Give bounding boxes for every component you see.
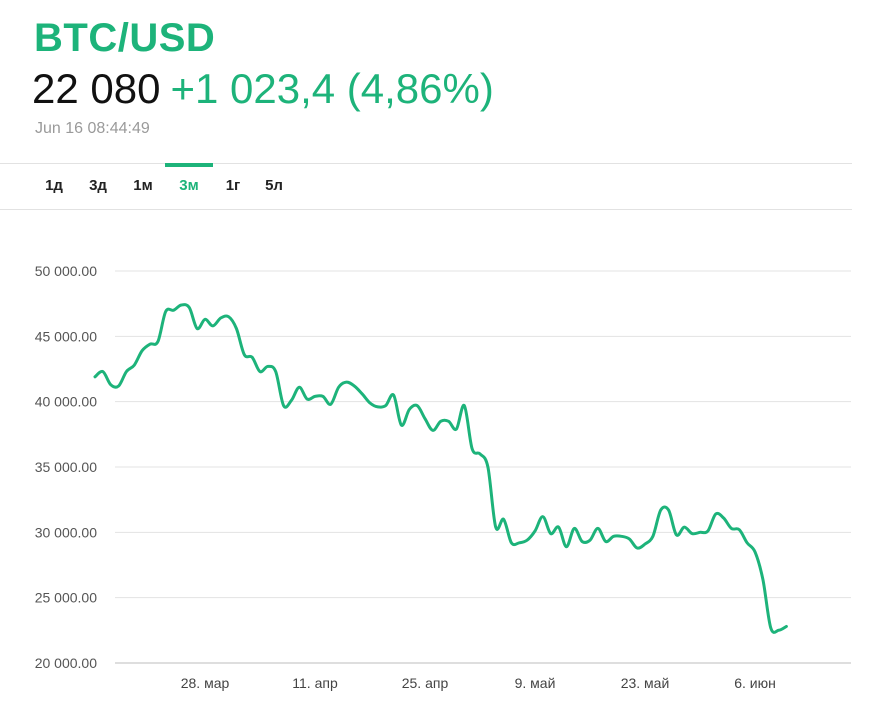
y-tick-label: 45 000.00 (35, 328, 97, 344)
y-tick-label: 30 000.00 (35, 524, 97, 540)
price-series-line (93, 303, 788, 634)
y-tick-label: 35 000.00 (35, 459, 97, 475)
x-tick-label: 23. май (621, 675, 670, 691)
x-tick-label: 6. июн (734, 675, 776, 691)
tab-1y[interactable]: 1г (225, 177, 241, 194)
price-row: 22 080 +1 023,4 (4,86%) (32, 64, 494, 114)
x-tick-label: 28. мар (181, 675, 230, 691)
price-change: +1 023,4 (4,86%) (170, 65, 494, 112)
tab-1m[interactable]: 1м (133, 177, 153, 194)
tab-3m[interactable]: 3м (165, 163, 213, 209)
x-tick-label: 9. май (515, 675, 556, 691)
y-tick-label: 40 000.00 (35, 394, 97, 410)
tab-3d[interactable]: 3д (89, 177, 107, 194)
symbol-title: BTC/USD (34, 16, 216, 60)
chart-gridlines (115, 270, 851, 664)
y-tick-label: 50 000.00 (35, 263, 97, 279)
x-axis-labels: 28. мар 11. апр 25. апр 9. май 23. май 6. июн (181, 675, 776, 691)
tab-1d[interactable]: 1д (45, 177, 63, 194)
timeframe-tabs: 1д 3д 1м 3м 1г 5л (0, 163, 852, 210)
quote-timestamp: Jun 16 08:44:49 (35, 120, 150, 137)
current-price: 22 080 (32, 65, 161, 112)
y-axis-labels: 50 000.00 45 000.00 40 000.00 35 000.00 30 0… (35, 263, 97, 671)
tab-5y[interactable]: 5л (265, 177, 283, 194)
x-tick-label: 11. апр (292, 675, 338, 691)
price-line-layer (93, 303, 788, 634)
y-tick-label: 25 000.00 (35, 590, 97, 606)
x-tick-label: 25. апр (402, 675, 449, 691)
y-tick-label: 20 000.00 (35, 655, 97, 671)
